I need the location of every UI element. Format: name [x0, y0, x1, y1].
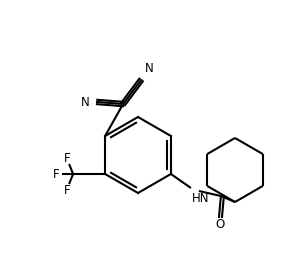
Text: F: F [64, 183, 70, 197]
Text: HN: HN [192, 192, 210, 205]
Text: N: N [145, 62, 154, 75]
Text: F: F [53, 168, 59, 181]
Text: N: N [81, 96, 90, 109]
Text: F: F [64, 152, 70, 164]
Text: O: O [215, 219, 225, 232]
